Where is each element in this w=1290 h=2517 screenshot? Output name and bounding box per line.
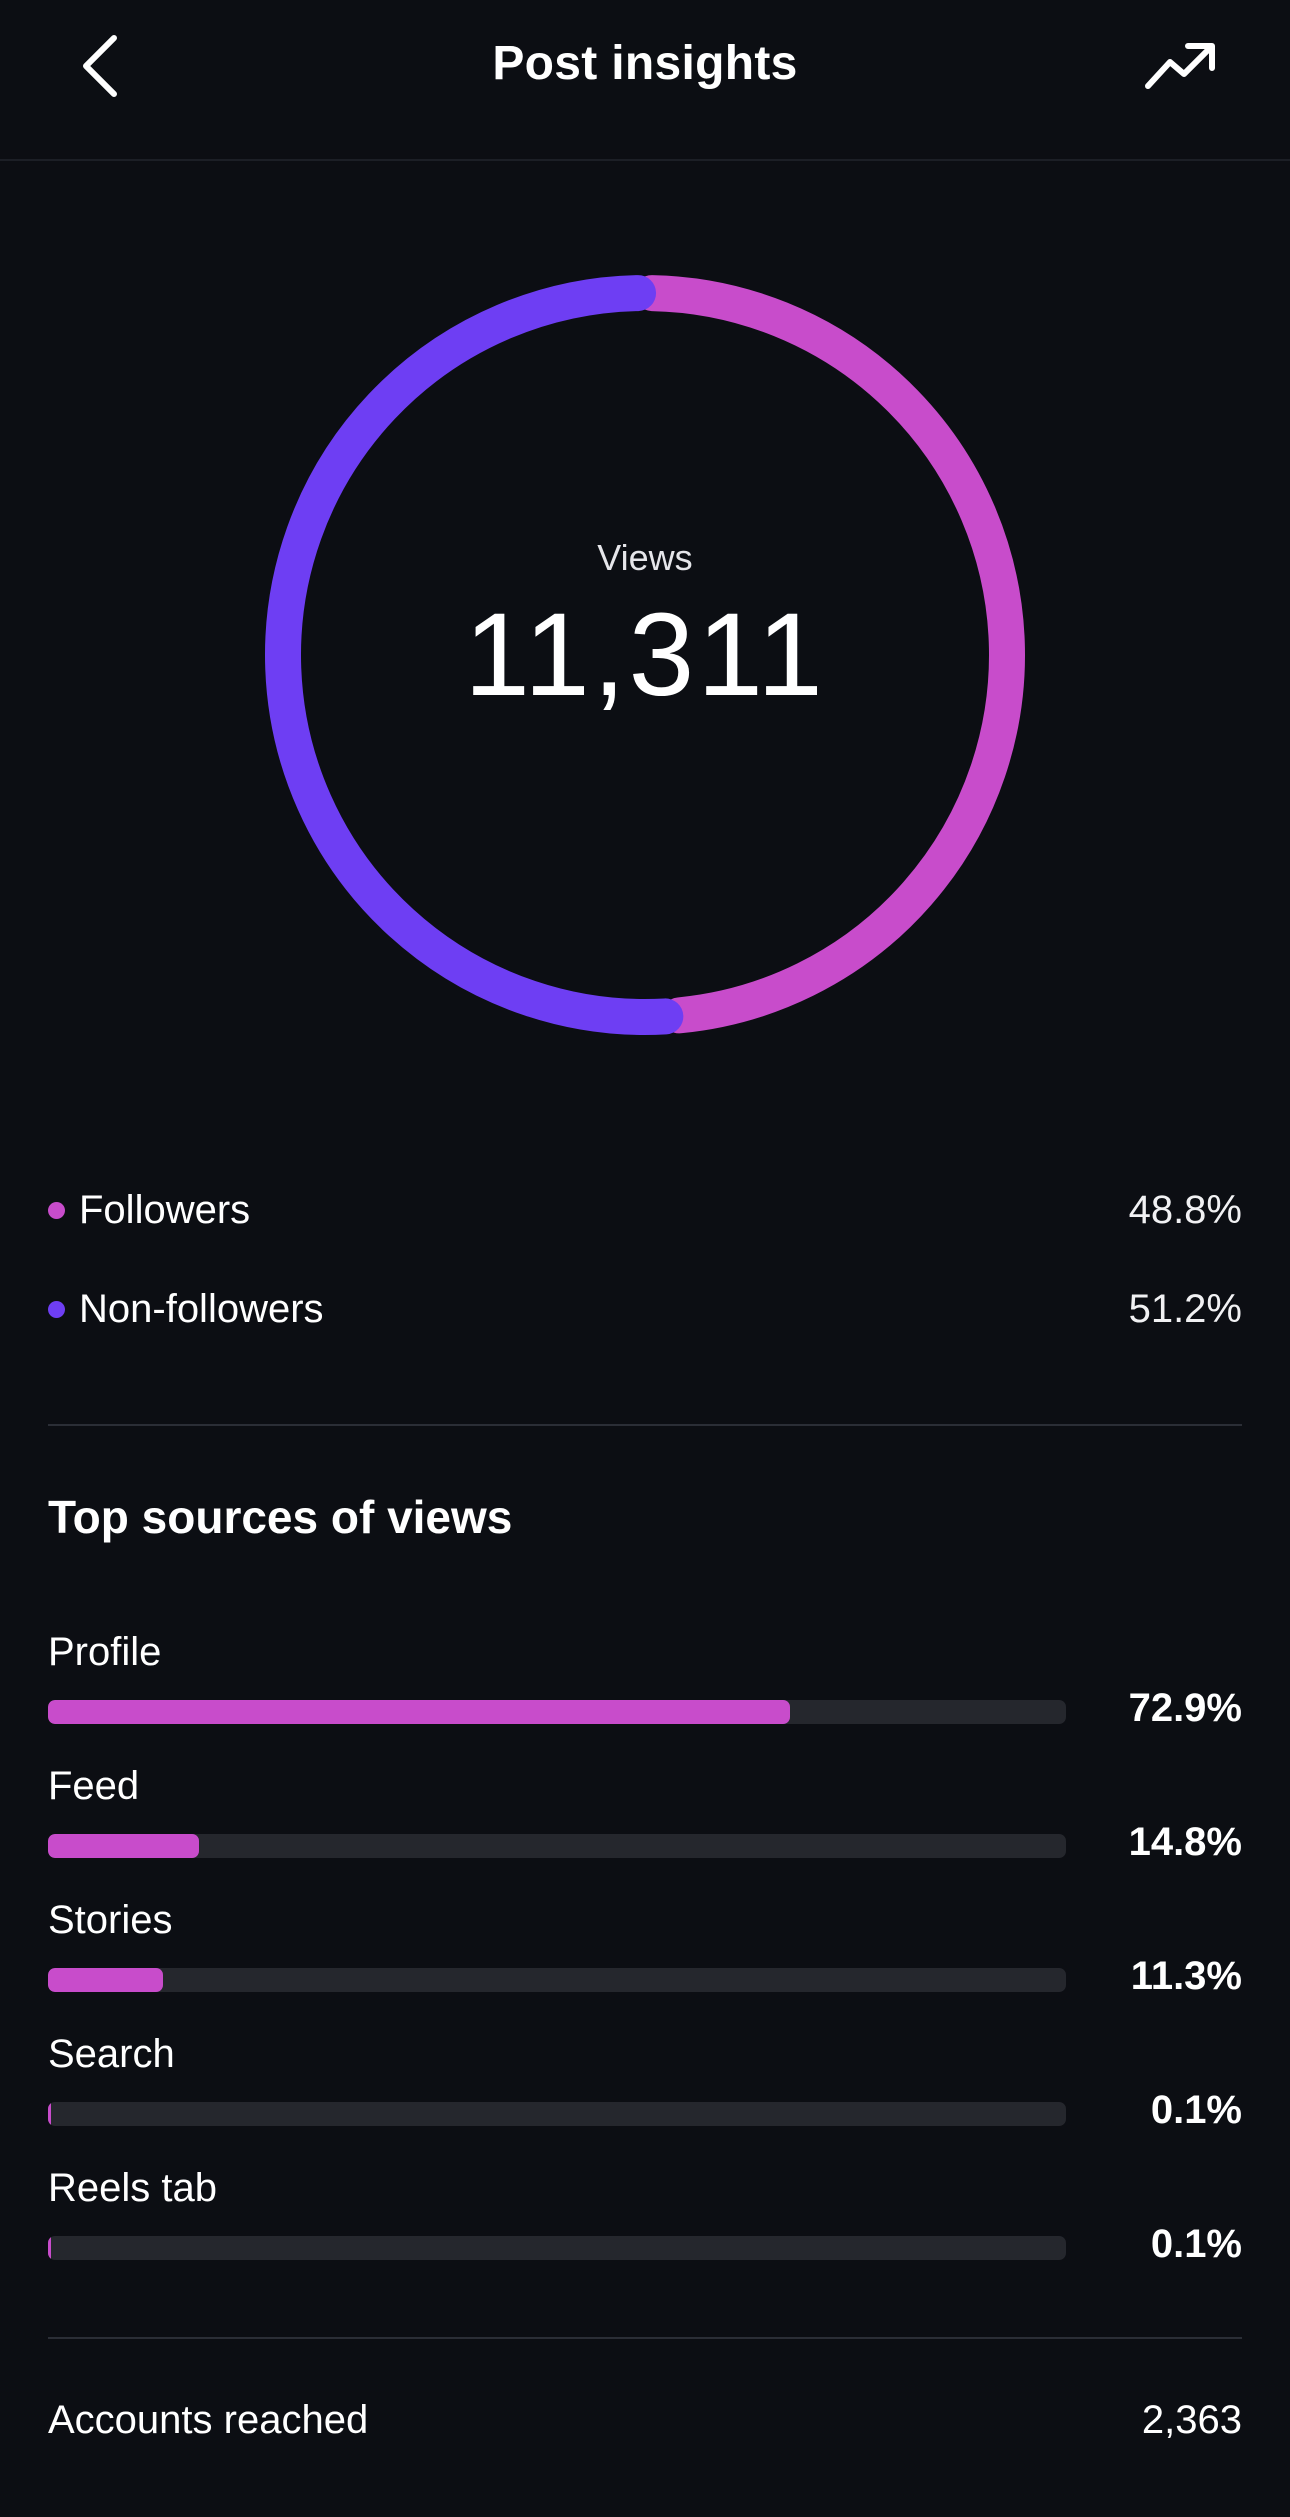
source-stories: Stories 11.3% — [48, 1898, 1242, 2028]
source-feed: Feed 14.8% — [48, 1764, 1242, 1894]
page-title: Post insights — [492, 37, 798, 90]
source-bar-fill — [48, 1968, 164, 1992]
source-bar-fill — [48, 2236, 52, 2260]
accounts-reached-label: Accounts reached — [48, 2397, 369, 2442]
source-bar-track — [48, 2102, 1066, 2126]
source-bar-track — [48, 1968, 1066, 1992]
source-bar-fill — [48, 1834, 199, 1858]
legend-non-followers: Non-followers 51.2% — [48, 1279, 1242, 1339]
views-donut-chart: Views 11,311 — [260, 270, 1030, 1040]
source-bar-fill — [48, 2102, 52, 2126]
source-search: Search 0.1% — [48, 2032, 1242, 2162]
followers-arc — [633, 275, 1025, 1034]
trends-button[interactable] — [1130, 26, 1230, 106]
source-percent: 72.9% — [1128, 1686, 1242, 1730]
source-reels-tab: Reels tab 0.1% — [48, 2166, 1242, 2296]
followers-percent: 48.8% — [1128, 1187, 1242, 1232]
top-bar: Post insights — [0, 0, 1290, 161]
source-profile: Profile 72.9% — [48, 1630, 1242, 1760]
non-followers-arc — [265, 275, 684, 1035]
source-label: Stories — [48, 1898, 173, 1942]
trending-up-icon — [1145, 43, 1215, 89]
non-followers-label: Non-followers — [79, 1286, 324, 1331]
source-label: Search — [48, 2032, 175, 2076]
source-percent: 11.3% — [1130, 1954, 1242, 1998]
non-followers-dot-icon — [48, 1300, 65, 1318]
source-percent: 0.1% — [1150, 2222, 1242, 2266]
source-bar-track — [48, 1834, 1066, 1858]
source-percent: 14.8% — [1128, 1820, 1242, 1864]
followers-dot-icon — [48, 1201, 65, 1219]
followers-label: Followers — [79, 1187, 251, 1232]
non-followers-percent: 51.2% — [1128, 1286, 1242, 1331]
legend-followers: Followers 48.8% — [48, 1180, 1242, 1240]
donut-center: Views 11,311 — [260, 270, 1030, 1040]
source-percent: 0.1% — [1150, 2088, 1242, 2132]
divider — [48, 1424, 1242, 1426]
source-bar-track — [48, 1700, 1066, 1724]
source-bar-fill — [48, 1700, 791, 1724]
section-title: Top sources of views — [48, 1491, 513, 1543]
divider — [48, 2337, 1242, 2339]
views-label: Views — [597, 537, 693, 578]
accounts-reached-row[interactable]: Accounts reached 2,363 — [48, 2390, 1242, 2450]
chevron-left-icon — [83, 35, 117, 97]
accounts-reached-value: 2,363 — [1141, 2397, 1242, 2442]
donut-svg — [265, 275, 1025, 1035]
views-count: 11,311 — [464, 589, 826, 721]
back-button[interactable] — [60, 26, 140, 106]
source-bar-track — [48, 2236, 1066, 2260]
source-label: Profile — [48, 1630, 162, 1674]
source-label: Reels tab — [48, 2166, 217, 2210]
source-label: Feed — [48, 1764, 140, 1808]
